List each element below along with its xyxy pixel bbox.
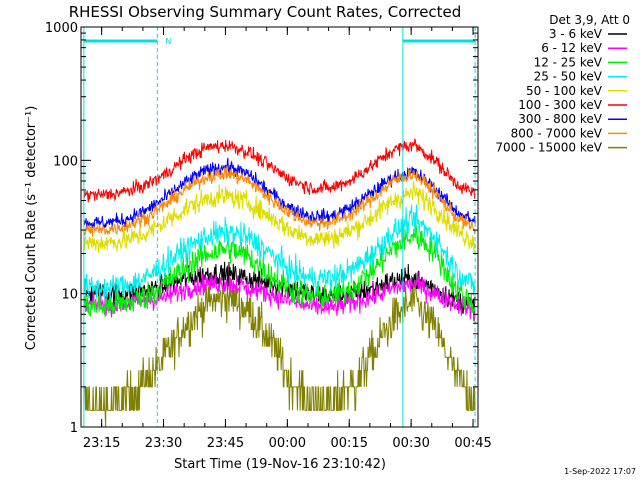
legend-label-3-6-kev: 3 - 6 keV <box>549 27 603 41</box>
x-tick-label: 00:30 <box>392 436 429 451</box>
legend-header: Det 3,9, Att 0 <box>549 13 630 27</box>
x-axis-label: Start Time (19-Nov-16 23:10:42) <box>174 457 386 472</box>
x-tick-label: 00:45 <box>454 436 491 451</box>
y-tick-label: 1 <box>70 421 78 436</box>
observing-bar-label: N <box>165 37 171 46</box>
series-line-12-25-kev <box>83 221 476 318</box>
x-tick-label: 23:45 <box>207 436 244 451</box>
series-line-300-800-kev <box>83 157 476 230</box>
x-tick-label: 00:00 <box>269 436 306 451</box>
chart-title: RHESSI Observing Summary Count Rates, Co… <box>69 3 462 21</box>
legend-label-25-50-kev: 25 - 50 keV <box>534 70 603 84</box>
y-tick-label: 1000 <box>45 21 78 36</box>
series-line-800-7000-kev <box>83 166 476 237</box>
series-line-100-300-kev <box>83 138 476 203</box>
series-line-7000-15000-kev <box>83 274 476 427</box>
x-tick-label: 23:30 <box>145 436 182 451</box>
y-tick-label: 10 <box>61 288 78 303</box>
legend-label-7000-15000-kev: 7000 - 15000 keV <box>495 141 602 155</box>
footer-date: 1-Sep-2022 17:07 <box>564 467 636 476</box>
legend-label-6-12-kev: 6 - 12 keV <box>541 41 603 55</box>
x-tick-label: 23:15 <box>83 436 120 451</box>
series-line-25-50-kev <box>83 204 476 301</box>
data-layer <box>83 138 476 427</box>
legend-label-12-25-kev: 12 - 25 keV <box>534 55 603 69</box>
observing-markers: N <box>83 27 476 427</box>
y-tick-label: 100 <box>53 154 78 169</box>
legend-label-50-100-kev: 50 - 100 keV <box>526 84 603 98</box>
series-line-50-100-kev <box>83 180 476 255</box>
legend-label-100-300-kev: 100 - 300 keV <box>518 98 602 112</box>
legend-label-300-800-kev: 300 - 800 keV <box>518 112 602 126</box>
plot-frame <box>80 26 479 428</box>
axes: 23:15 23:30 23:45 00:00 00:15 00:30 00:45 1 10 10… <box>45 21 492 451</box>
legend-label-800-7000-kev: 800 - 7000 keV <box>511 126 603 140</box>
series-line-6-12-kev <box>83 270 476 320</box>
y-axis-label: Corrected Count Rate (s⁻¹ detector⁻¹) <box>24 106 39 351</box>
x-tick-label: 00:15 <box>331 436 368 451</box>
